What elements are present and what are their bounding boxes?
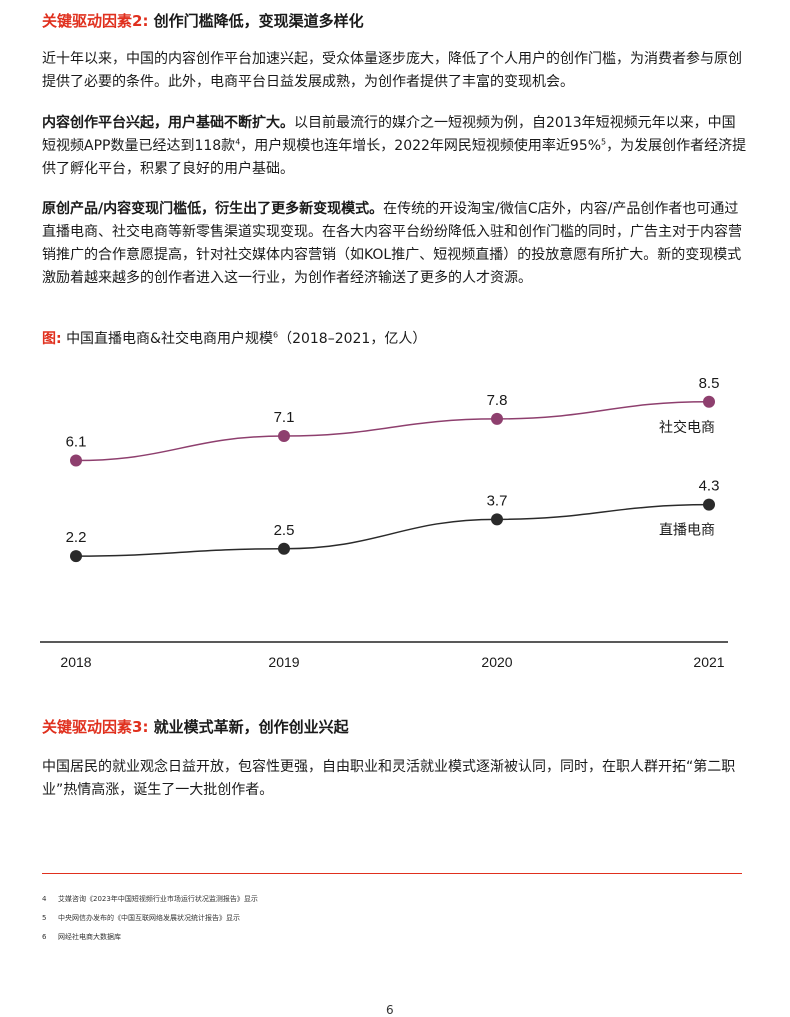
footnote-text: 中央网信办发布的《中国互联网络发展状况统计报告》显示	[58, 914, 240, 922]
data-label: 2.5	[274, 522, 295, 539]
footnote-ref: 6	[272, 330, 279, 340]
section-label: 关键驱动因素2:	[42, 12, 149, 30]
footnote-text: 网经社电商大数据库	[58, 933, 121, 941]
data-label: 8.5	[699, 375, 720, 392]
data-label: 7.8	[487, 392, 508, 409]
footnote: 5 中央网信办发布的《中国互联网络发展状况统计报告》显示	[42, 913, 240, 923]
x-tick-label: 2020	[481, 654, 512, 670]
data-point	[491, 412, 503, 425]
data-point	[70, 550, 82, 563]
series-name-label: 直播电商	[659, 522, 715, 539]
x-tick-label: 2021	[693, 654, 724, 670]
x-tick-label: 2018	[60, 654, 91, 670]
figure-caption: 图: 中国直播电商&社交电商用户规模6（2018–2021，亿人）	[42, 328, 426, 348]
footnote-divider	[42, 873, 742, 874]
data-point	[703, 395, 715, 408]
footnote-number: 5	[42, 914, 47, 922]
data-label: 6.1	[66, 434, 87, 451]
footnote: 6 网经社电商大数据库	[42, 932, 121, 942]
data-point	[703, 498, 715, 511]
footnote-ref: 4	[235, 137, 241, 147]
section-heading-driver-2: 关键驱动因素2: 创作门槛降低，变现渠道多样化	[42, 10, 364, 31]
paragraph-text: 在传统的开设淘宝/微信C店外，内容/产品创作者也可通过直播电商、社交电商等新零售…	[42, 201, 742, 286]
section-title: 就业模式革新，创作创业兴起	[153, 718, 349, 736]
figure-label: 图:	[42, 331, 62, 347]
section-heading-driver-3: 关键驱动因素3: 就业模式革新，创作创业兴起	[42, 716, 349, 737]
paragraph-platform-rise: 内容创作平台兴起，用户基础不断扩大。以目前最流行的媒介之一短视频为例，自2013…	[42, 112, 748, 181]
data-point	[70, 454, 82, 467]
series-line	[75, 401, 710, 462]
data-label: 4.3	[699, 478, 720, 495]
footnote: 4 艾媒咨询《2023年中国短视频行业市场运行状况监测报告》显示	[42, 894, 258, 904]
paragraph-lead: 原创产品/内容变现门槛低，衍生出了更多新变现模式。	[42, 201, 384, 217]
paragraph-text: ，为发展创作者经济提供了孵化平台，积累了良好的用户基础。	[42, 138, 747, 177]
data-label: 7.1	[274, 409, 295, 426]
footnote-number: 6	[42, 933, 47, 941]
data-label: 3.7	[487, 492, 508, 509]
footnote-text: 艾媒咨询《2023年中国短视频行业市场运行状况监测报告》显示	[58, 895, 258, 903]
data-label: 2.2	[66, 529, 87, 546]
section-title: 创作门槛降低，变现渠道多样化	[153, 12, 364, 30]
data-point	[491, 513, 503, 526]
series-line	[75, 503, 710, 557]
footnote-ref: 5	[601, 137, 607, 147]
paragraph-monetization: 原创产品/内容变现门槛低，衍生出了更多新变现模式。在传统的开设淘宝/微信C店外，…	[42, 198, 748, 290]
line-chart: 2018 2019 2020 2021 6.1 7.1 7.8 8.5 社交电商 2.2 2.5 3.…	[40, 375, 728, 670]
paragraph-text: 以目前最流行的媒介之一短视频为例，自2013年短视频元年以来，中国短视频APP数…	[42, 115, 736, 154]
x-tick-label: 2019	[268, 654, 299, 670]
footnote-number: 4	[42, 895, 47, 903]
page-number: 6	[386, 1003, 394, 1017]
figure-title: 中国直播电商&社交电商用户规模	[66, 331, 273, 347]
data-point	[278, 542, 290, 555]
paragraph-employment: 中国居民的就业观念日益开放，包容性更强，自由职业和灵活就业模式逐渐被认同，同时，…	[42, 759, 736, 798]
series-name-label: 社交电商	[659, 419, 715, 436]
section-label: 关键驱动因素3:	[42, 718, 149, 736]
paragraph-lead: 内容创作平台兴起，用户基础不断扩大。	[42, 115, 294, 131]
figure-unit: （2018–2021，亿人）	[278, 331, 427, 347]
paragraph-text: ，用户规模也连年增长，2022年网民短视频使用率近95%	[240, 138, 602, 154]
paragraph-intro: 近十年以来，中国的内容创作平台加速兴起，受众体量逐步庞大，降低了个人用户的创作门…	[42, 51, 742, 90]
data-point	[278, 430, 290, 443]
